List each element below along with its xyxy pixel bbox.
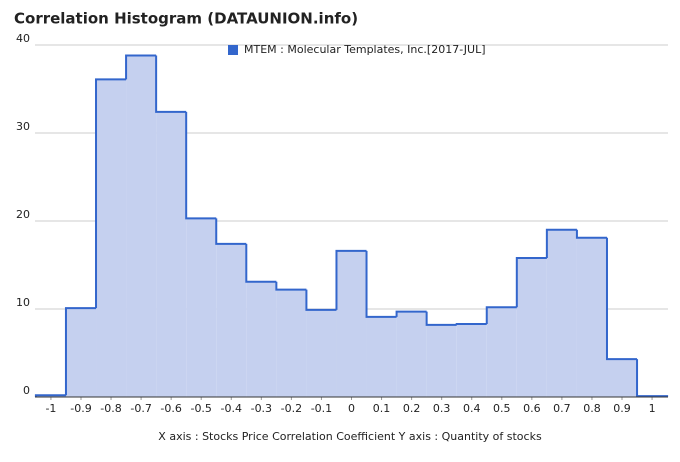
step-line [215, 218, 247, 245]
bar [306, 309, 337, 397]
step-line [34, 394, 66, 397]
bar [366, 316, 397, 397]
x-tick-label: -1 [45, 402, 56, 415]
y-tick-label: 20 [16, 208, 30, 221]
bar [276, 289, 307, 397]
step-line [605, 237, 638, 361]
step-line [545, 228, 577, 258]
x-tick-label: -0.7 [130, 402, 151, 415]
y-tick-label: 10 [16, 296, 30, 309]
x-tick-label: 0.5 [493, 402, 511, 415]
step-line [155, 55, 187, 113]
x-tick-label: -0.3 [251, 402, 272, 415]
step-line [395, 310, 427, 317]
legend-label: MTEM : Molecular Templates, Inc.[2017-JU… [244, 43, 486, 56]
x-tick-label: 0.8 [583, 402, 601, 415]
bar [486, 307, 517, 397]
bar [576, 237, 607, 397]
step-line [275, 281, 307, 291]
bar [156, 111, 187, 397]
step-line [245, 243, 277, 283]
axis-label: X axis : Stocks Price Correlation Coeffi… [158, 430, 542, 443]
x-tick-label: -0.6 [160, 402, 181, 415]
x-tick-label: -0.4 [221, 402, 242, 415]
step-line [335, 249, 367, 310]
bar [96, 79, 127, 397]
step-line [575, 229, 607, 239]
step-line [185, 111, 217, 220]
step-line [95, 78, 127, 309]
x-tick-label: 0.2 [403, 402, 421, 415]
x-tick-label: -0.9 [70, 402, 91, 415]
x-tick-label: -0.5 [190, 402, 211, 415]
y-tick-label: 0 [23, 384, 30, 397]
step-line [125, 54, 157, 80]
step-line [636, 359, 669, 398]
bar [186, 218, 217, 397]
x-tick-label: -0.2 [281, 402, 302, 415]
step-line [365, 250, 397, 318]
y-tick-label: 30 [16, 120, 30, 133]
y-tick-label: 40 [16, 32, 30, 45]
chart-title: Correlation Histogram (DATAUNION.info) [14, 10, 358, 28]
bar [516, 257, 547, 397]
x-tick-label: 0.4 [463, 402, 481, 415]
bar [546, 229, 577, 397]
x-tick-label: -0.1 [311, 402, 332, 415]
step-line [515, 256, 547, 308]
x-tick-label: 0 [348, 402, 355, 415]
x-tick-label: 0.3 [433, 402, 451, 415]
bar [336, 250, 367, 397]
step-line [485, 306, 517, 324]
bar [456, 323, 487, 397]
bar [216, 243, 247, 397]
bar [65, 308, 97, 397]
x-tick-label: 0.7 [553, 402, 571, 415]
bar [426, 324, 457, 397]
bar [396, 311, 427, 397]
x-tick-label: 0.1 [373, 402, 391, 415]
step-line [455, 322, 487, 325]
bar [126, 55, 157, 398]
x-tick-label: 0.6 [523, 402, 541, 415]
x-tick-label: 1 [649, 402, 656, 415]
x-tick-label: 0.9 [613, 402, 631, 415]
bar [606, 359, 638, 397]
step-line [305, 289, 337, 311]
step-line [64, 307, 97, 396]
bar [246, 281, 277, 397]
legend-swatch [228, 45, 238, 55]
x-tick-label: -0.8 [100, 402, 121, 415]
step-line [425, 311, 457, 326]
